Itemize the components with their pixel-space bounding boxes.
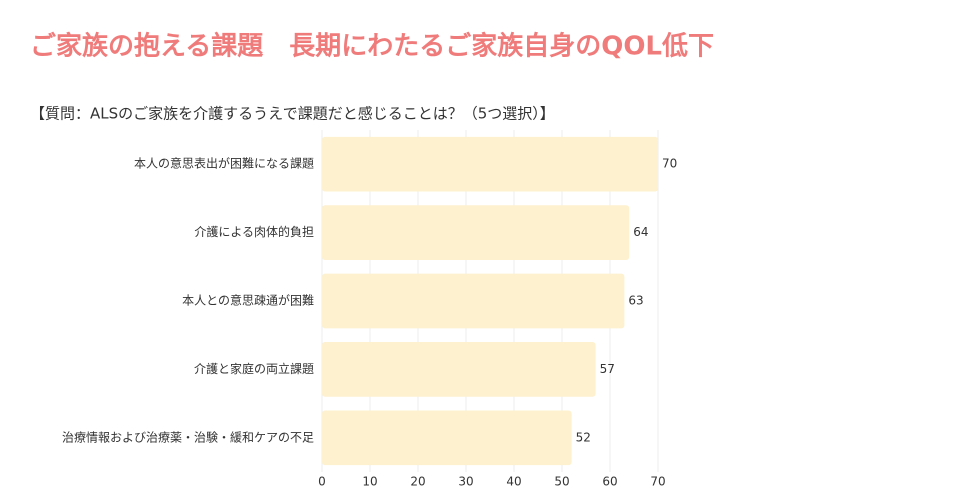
value-label: 64 (633, 225, 648, 239)
x-tick-label: 50 (554, 475, 569, 489)
bar (322, 136, 658, 192)
bar (322, 342, 596, 397)
value-label: 70 (662, 157, 677, 171)
y-tick-label: 介護と家庭の両立課題 (194, 361, 314, 376)
x-tick-label: 20 (410, 475, 425, 489)
x-tick-label: 0 (318, 475, 326, 489)
y-tick-label: 本人の意思表出が困難になる課題 (134, 156, 314, 171)
value-label: 57 (600, 362, 615, 376)
y-tick-label: 介護による肉体的負担 (194, 224, 314, 239)
value-label: 63 (628, 294, 643, 308)
y-tick-label: 本人との意思疎通が困難 (182, 293, 314, 308)
bar (322, 410, 572, 466)
x-tick-label: 40 (506, 475, 521, 489)
x-tick-label: 10 (362, 475, 377, 489)
chart-title: ご家族の抱える課題 長期にわたるご家族自身のQOL低下 (30, 31, 714, 62)
bar (322, 205, 630, 260)
value-label: 52 (576, 430, 591, 444)
x-tick-label: 70 (650, 475, 665, 489)
x-tick-label: 30 (458, 475, 473, 489)
bar (322, 273, 625, 329)
y-tick-label: 治療情報および治療薬・治験・緩和ケアの不足 (62, 429, 314, 444)
x-tick-label: 60 (602, 475, 617, 489)
chart-subtitle: 【質問：ALSのご家族を介護するうえで課題だと感じることは？（5つ選択）】 (30, 105, 555, 123)
